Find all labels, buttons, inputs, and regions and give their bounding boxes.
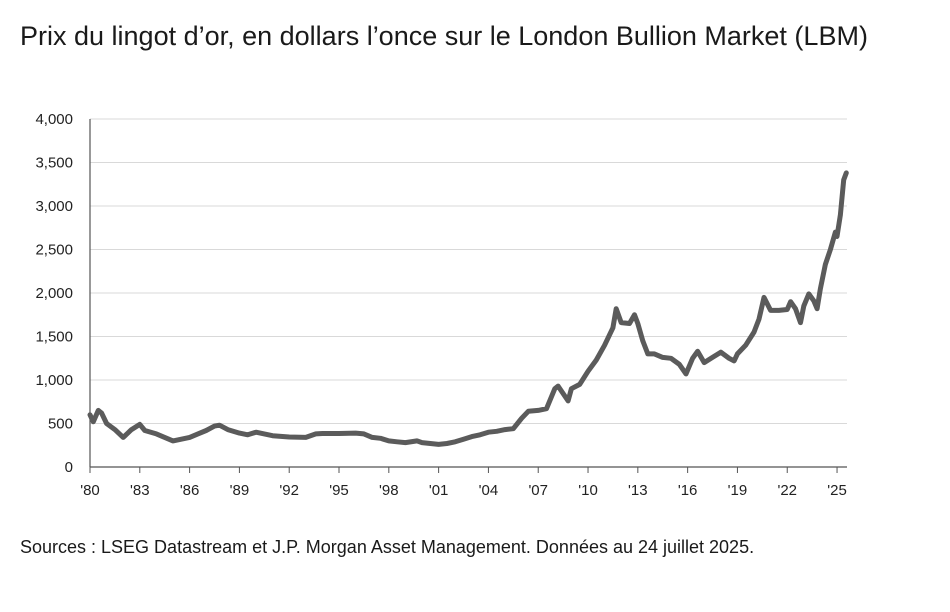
y-tick-label: 1,500 (35, 329, 73, 346)
x-tick-label: '80 (80, 482, 100, 499)
chart-title: Prix du lingot d’or, en dollars l’once s… (20, 21, 868, 51)
x-tick-label: '07 (528, 482, 548, 499)
x-tick-label: '01 (429, 482, 449, 499)
x-tick-label: '22 (777, 482, 797, 499)
x-tick-label: '16 (678, 482, 698, 499)
x-tick-labels: '80 '83 '86 '89 '92 '95 '98 '01 '04 '07 '10 '13 '16 '… (80, 482, 847, 499)
x-tick-label: '92 (279, 482, 299, 499)
series (87, 170, 849, 447)
x-tick-label: '83 (130, 482, 150, 499)
y-tick-label: 4,000 (35, 111, 73, 128)
y-tick-label: 2,500 (35, 242, 73, 259)
x-tick-label: '19 (728, 482, 748, 499)
gold-price-line (87, 170, 849, 447)
x-tick-label: '25 (827, 482, 847, 499)
x-tick-label: '95 (329, 482, 349, 499)
y-tick-label: 3,500 (35, 155, 73, 172)
x-tick-label: '86 (180, 482, 200, 499)
y-tick-labels: 0 500 1,000 1,500 2,000 2,500 3,000 3,500 4,000 (35, 111, 73, 476)
x-tick-label: '98 (379, 482, 399, 499)
axes (89, 119, 847, 473)
y-tick-label: 3,000 (35, 198, 73, 215)
y-tick-label: 0 (65, 459, 73, 476)
y-tick-label: 500 (48, 416, 73, 433)
y-tick-label: 2,000 (35, 285, 73, 302)
y-tick-label: 1,000 (35, 372, 73, 389)
x-tick-label: '10 (578, 482, 598, 499)
x-tick-label: '89 (230, 482, 250, 499)
grid (90, 118, 847, 424)
x-tick-label: '13 (628, 482, 648, 499)
x-tick-label: '04 (479, 482, 499, 499)
source-note: Sources : LSEG Datastream et J.P. Morgan… (20, 537, 755, 557)
